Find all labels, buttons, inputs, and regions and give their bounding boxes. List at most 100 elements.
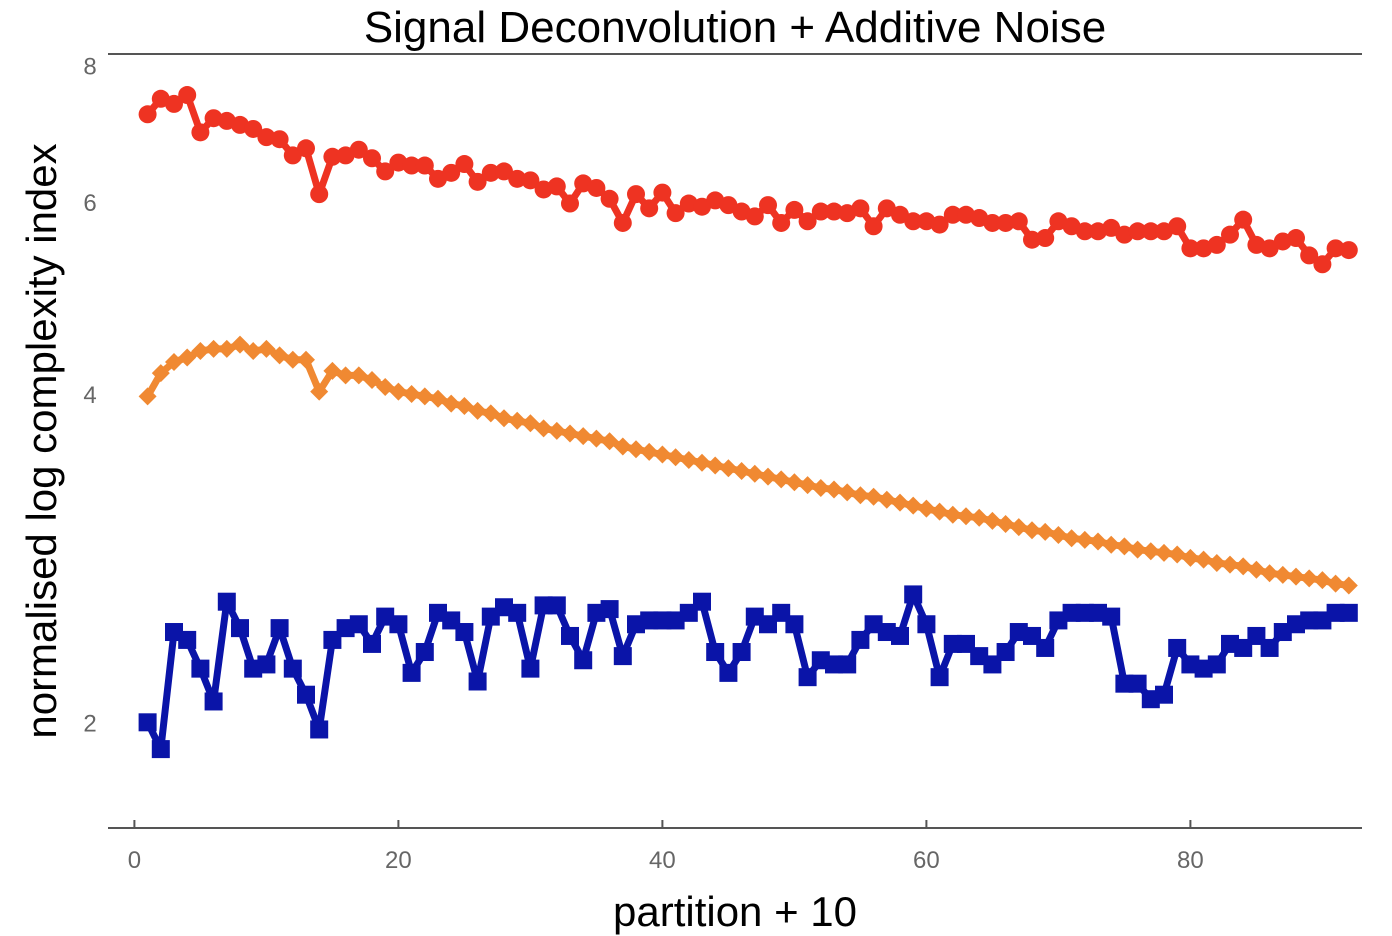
data-point: [587, 178, 606, 197]
data-point: [1036, 522, 1055, 541]
data-point: [666, 448, 685, 467]
data-point: [138, 387, 157, 406]
x-tick-label: 40: [649, 847, 676, 874]
data-point: [1339, 241, 1358, 260]
data-point: [1207, 655, 1226, 674]
data-point: [455, 623, 474, 642]
data-point: [481, 404, 500, 423]
data-point: [640, 199, 659, 218]
data-point: [363, 149, 381, 168]
data-point: [864, 217, 883, 236]
data-point: [178, 630, 197, 649]
data-point: [996, 213, 1015, 232]
data-point: [402, 156, 421, 175]
data-point: [1009, 212, 1028, 231]
data-point: [138, 105, 157, 124]
data-point: [759, 196, 777, 215]
data-point: [547, 177, 566, 196]
data-point: [613, 437, 632, 456]
data-point: [719, 459, 738, 478]
data-point: [930, 215, 949, 234]
data-point: [455, 155, 474, 174]
data-point: [917, 615, 936, 634]
data-point: [547, 421, 566, 440]
y-tick-label: 4: [83, 382, 96, 409]
data-point: [415, 156, 434, 175]
y-tick-label: 6: [83, 190, 96, 217]
y-tick-label: 2: [83, 710, 96, 737]
data-point: [613, 213, 632, 232]
data-point: [785, 473, 804, 492]
data-point: [521, 414, 540, 433]
data-point: [891, 626, 909, 645]
data-point: [283, 350, 302, 369]
data-point: [1102, 607, 1121, 626]
data-point: [389, 615, 408, 634]
data-point: [1234, 557, 1253, 576]
data-point: [1221, 555, 1239, 574]
data-point: [930, 668, 949, 687]
data-point: [653, 445, 672, 464]
data-point: [1300, 246, 1319, 265]
data-point: [336, 366, 355, 385]
data-point: [323, 147, 342, 166]
data-point: [521, 659, 540, 678]
data-point: [1128, 222, 1147, 241]
data-point: [283, 659, 302, 678]
data-point: [732, 643, 751, 662]
data-point: [627, 440, 645, 459]
data-point: [442, 394, 461, 413]
data-point: [587, 429, 606, 448]
data-point: [1326, 574, 1345, 593]
data-point: [970, 508, 989, 527]
data-point: [270, 130, 289, 149]
data-point: [561, 626, 579, 645]
data-point: [415, 643, 434, 662]
data-point: [191, 659, 210, 678]
data-point: [706, 456, 725, 475]
data-point: [442, 163, 461, 182]
data-point: [693, 592, 711, 611]
data-point: [838, 483, 857, 502]
data-point: [983, 213, 1002, 232]
data-point: [811, 202, 830, 221]
data-point: [851, 199, 870, 218]
data-point: [1287, 229, 1305, 248]
data-point: [1339, 603, 1358, 622]
data-point: [1155, 685, 1173, 704]
data-point: [534, 419, 553, 438]
data-point: [151, 740, 170, 759]
data-point: [825, 480, 843, 499]
data-point: [798, 668, 817, 687]
x-tick-label: 0: [128, 847, 141, 874]
x-tick-label: 20: [385, 847, 412, 874]
data-point: [1141, 542, 1160, 561]
data-point: [429, 389, 447, 408]
data-point: [508, 411, 527, 430]
data-point: [178, 86, 197, 105]
data-point: [600, 432, 619, 451]
x-tick-label: 80: [1177, 847, 1204, 874]
data-point: [508, 603, 527, 622]
data-point: [1181, 239, 1200, 258]
y-tick-label: 8: [83, 54, 96, 81]
data-point: [772, 213, 791, 232]
data-point: [600, 600, 619, 619]
data-point: [1155, 543, 1173, 562]
data-point: [165, 94, 183, 113]
data-point: [798, 476, 817, 495]
data-point: [719, 663, 738, 682]
data-point: [1339, 576, 1358, 595]
data-point: [891, 493, 909, 512]
data-point: [574, 427, 593, 446]
data-point: [600, 189, 619, 208]
data-point: [772, 470, 791, 489]
data-point: [574, 651, 593, 670]
data-point: [1287, 567, 1305, 586]
data-point: [363, 634, 381, 653]
data-point: [877, 490, 896, 509]
data-point: [310, 382, 329, 401]
data-point: [1075, 530, 1094, 549]
data-point: [204, 692, 223, 711]
data-point: [838, 655, 857, 674]
